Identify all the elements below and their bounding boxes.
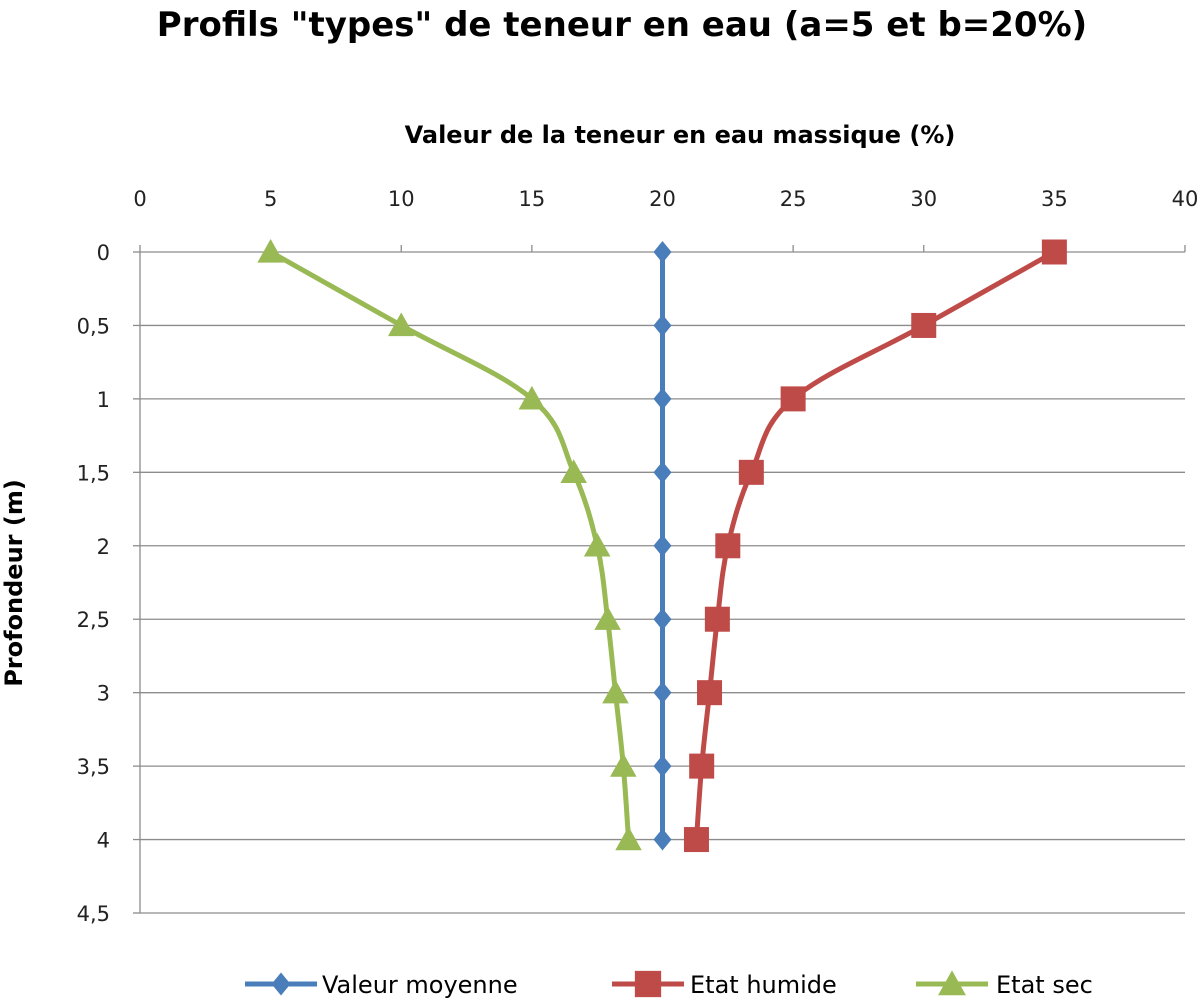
triangle-marker <box>610 753 637 777</box>
legend-label: Etat sec <box>996 971 1093 999</box>
square-marker <box>1041 239 1067 265</box>
triangle-marker <box>602 679 629 704</box>
diamond-marker <box>653 681 672 704</box>
x-tick-label: 15 <box>519 187 546 211</box>
x-tick-label: 35 <box>1041 187 1068 211</box>
y-tick-label: 2,5 <box>77 608 110 632</box>
legend-item: Etat humide <box>612 970 837 999</box>
x-axis-title: Valeur de la teneur en eau massique (%) <box>405 121 956 149</box>
legend-item: Valeur moyenne <box>245 971 518 999</box>
legend-label: Valeur moyenne <box>322 971 518 999</box>
y-tick-label: 1 <box>97 388 110 412</box>
square-marker <box>689 753 715 779</box>
y-axis-title: Profondeur (m) <box>0 479 28 687</box>
x-tick-label: 10 <box>388 187 415 211</box>
square-marker <box>715 533 741 559</box>
diamond-marker <box>653 314 672 337</box>
diamond-marker <box>653 608 672 631</box>
series <box>257 239 1067 853</box>
x-tick-label: 30 <box>910 187 937 211</box>
triangle-marker <box>518 385 546 410</box>
diamond-marker <box>653 755 672 778</box>
square-marker <box>911 312 937 338</box>
series-triangle <box>257 239 642 851</box>
legend-label: Etat humide <box>690 971 837 999</box>
triangle-marker <box>387 312 415 337</box>
x-tick-label: 20 <box>649 187 676 211</box>
triangle-marker <box>938 970 966 996</box>
square-marker <box>704 606 730 632</box>
diamond-marker <box>271 972 291 996</box>
triangle-marker <box>594 606 621 630</box>
x-tick-label: 25 <box>780 187 807 211</box>
diamond-marker <box>653 387 672 410</box>
y-tick-label: 3 <box>97 682 110 706</box>
tick-labels: 0 0,5 1 1,5 2 2,5 3 3,5 4 4,5 0 5 10 15 20 25 30 35 40 <box>77 187 1199 926</box>
diamond-marker <box>653 241 672 263</box>
square-marker <box>697 680 723 706</box>
y-tick-label: 3,5 <box>77 755 110 779</box>
y-tick-label: 4,5 <box>77 902 110 926</box>
triangle-marker <box>560 459 587 483</box>
square-marker <box>683 827 709 853</box>
x-tick-label: 40 <box>1172 187 1199 211</box>
y-tick-label: 4 <box>97 829 110 853</box>
chart-title: Profils "types" de teneur en eau (a=5 et… <box>157 5 1087 45</box>
y-tick-label: 0 <box>97 241 110 265</box>
y-tick-label: 1,5 <box>77 461 110 485</box>
diamond-marker <box>653 461 672 484</box>
square-marker <box>634 970 662 998</box>
triangle-marker <box>615 826 642 851</box>
square-marker <box>780 386 806 412</box>
x-tick-label: 5 <box>264 187 277 211</box>
axes <box>133 245 1186 914</box>
triangle-marker <box>257 239 284 263</box>
series-square <box>683 239 1067 853</box>
y-tick-label: 0,5 <box>77 314 110 338</box>
triangle-marker <box>583 532 611 557</box>
diamond-marker <box>653 828 672 851</box>
legend-item: Etat sec <box>916 970 1093 999</box>
x-tick-label: 0 <box>133 187 146 211</box>
diamond-marker <box>653 534 672 557</box>
y-tick-label: 2 <box>97 535 110 559</box>
series-diamond <box>653 241 672 851</box>
square-marker <box>738 459 764 485</box>
legend: Valeur moyenne Etat humide Etat sec <box>245 970 1093 999</box>
